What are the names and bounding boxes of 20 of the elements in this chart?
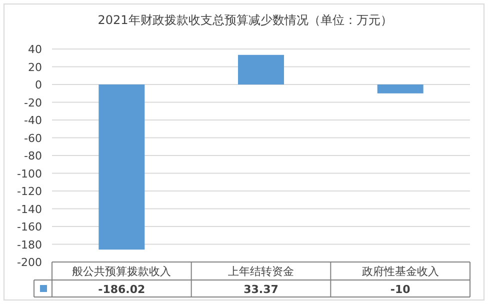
- y-tick-label: -120: [17, 185, 42, 198]
- y-tick-label: -180: [17, 238, 42, 252]
- x-tick-label: 般公共预算拨款收入: [72, 265, 172, 278]
- x-tick-label: 上年结转资金: [228, 265, 294, 278]
- y-tick-label: -20: [24, 96, 42, 110]
- x-tick-label: 政府性基金收入: [362, 265, 439, 278]
- y-tick-label: -80: [24, 150, 42, 162]
- y-tick-label: -40: [24, 114, 42, 127]
- y-tick-label: -200: [17, 256, 42, 269]
- y-tick-label: 0: [35, 78, 42, 92]
- data-label: -10: [390, 283, 411, 296]
- chart-title: 2021年财政拨款收支总预算减少数情况（单位：万元）: [98, 13, 392, 27]
- y-tick-label: 20: [28, 60, 42, 74]
- data-label: 33.37: [244, 283, 278, 296]
- y-tick-label: -60: [24, 132, 42, 145]
- y-tick-label: 40: [28, 43, 42, 56]
- y-tick-label: -100: [17, 167, 42, 180]
- data-label: -186.02: [98, 283, 146, 296]
- y-tick-label: -160: [17, 220, 42, 234]
- y-tick-label: -140: [17, 202, 42, 216]
